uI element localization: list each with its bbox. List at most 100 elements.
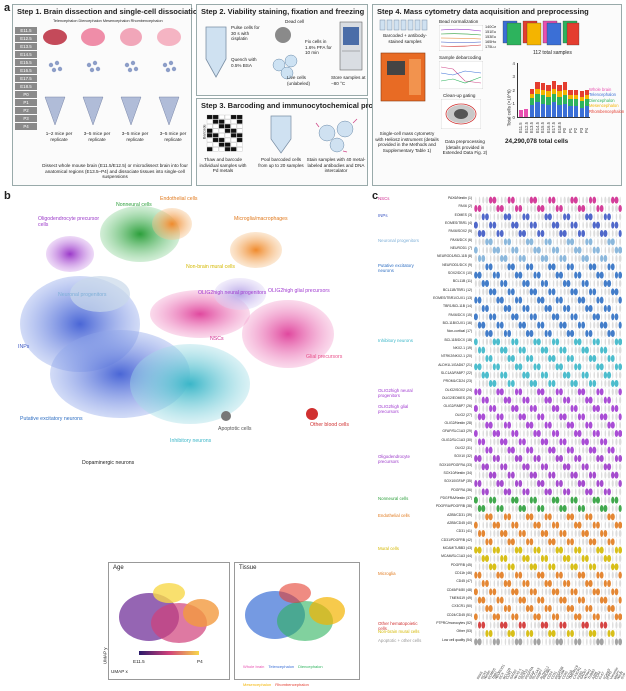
violin-mark: [619, 238, 622, 246]
violin-mark: [592, 630, 597, 637]
violin-mark: [582, 538, 585, 546]
violin-mark: [482, 196, 485, 204]
violin-mark: [545, 246, 548, 254]
violin-mark: [490, 555, 492, 562]
violin-mark: [503, 255, 508, 262]
violin-mark: [607, 246, 611, 254]
panel-c-row-label: OLIG2 (31): [455, 446, 472, 450]
violin-mark: [515, 596, 518, 604]
violin-mark: [604, 221, 607, 229]
violin-mark: [593, 280, 595, 287]
violin-mark: [537, 305, 540, 312]
violin-mark: [508, 413, 510, 421]
violin-mark: [477, 596, 482, 604]
violin-mark: [484, 555, 490, 562]
violin-mark: [556, 196, 558, 204]
panel-c-row-label: PAX6/DCX (6): [450, 237, 472, 242]
violin-mark: [563, 630, 566, 637]
violin-mark: [600, 438, 604, 446]
violin-mark: [578, 305, 581, 312]
barcode-cell: [236, 142, 243, 147]
violin-mark: [560, 496, 562, 504]
violin-mark: [597, 580, 599, 587]
violin-mark: [584, 371, 589, 379]
violin-mark: [597, 213, 599, 221]
violin-mark: [541, 263, 544, 271]
violin-mark: [603, 438, 608, 446]
violin-mark: [604, 538, 607, 546]
step1-box: Step 1. Brain dissection and single-cell…: [12, 4, 202, 186]
barcode-cell: [212, 147, 219, 152]
violin-mark: [544, 630, 548, 637]
violin-mark: [552, 596, 555, 604]
violin-mark: [518, 571, 523, 579]
violin-mark: [503, 555, 508, 562]
violin-mark: [612, 530, 614, 537]
violin-mark: [519, 246, 521, 254]
umap-cluster-label: Inhibitory neurons: [170, 438, 212, 444]
panel-c-row-label: OLIG2/SOX2 (24): [445, 387, 472, 392]
violin-mark: [493, 530, 496, 537]
violin-mark: [570, 613, 574, 621]
violin-mark: [578, 630, 581, 637]
violin-mark: [556, 538, 558, 546]
violin-mark: [612, 213, 614, 221]
barcode-grid: [206, 114, 243, 152]
bar-segment: [585, 99, 590, 107]
violin-mark: [615, 530, 618, 537]
violin-mark: [530, 205, 533, 212]
violin-mark: [549, 321, 551, 329]
violin-mark: [601, 246, 603, 254]
violin-mark: [489, 638, 492, 646]
violin-mark: [510, 355, 515, 362]
violin-mark: [515, 238, 518, 246]
violin-mark: [495, 521, 501, 529]
violin-mark: [595, 405, 601, 412]
violin-mark: [606, 371, 612, 379]
violin-mark: [482, 455, 484, 462]
violin-mark: [548, 496, 552, 504]
violin-mark: [556, 346, 559, 354]
violin-mark: [533, 571, 537, 579]
violin-mark: [481, 605, 485, 612]
violin-mark: [586, 413, 588, 421]
violin-mark: [618, 321, 622, 329]
violin-mark: [611, 496, 615, 504]
violin-mark: [579, 313, 580, 321]
cluster-apoptotic: [221, 411, 231, 421]
bar-segment: [562, 95, 568, 104]
violin-mark: [490, 280, 492, 287]
bar-segment: [557, 96, 562, 105]
violin-mark: [579, 588, 580, 596]
violin-mark: [518, 371, 522, 379]
violin-mark: [488, 288, 493, 296]
barcode-cell: [212, 137, 219, 143]
violin-mark: [514, 246, 519, 254]
violin-mark: [555, 246, 560, 254]
violin-mark: [570, 363, 574, 371]
violin-mark: [485, 405, 489, 412]
violin-mark: [493, 446, 495, 454]
violin-mark: [490, 488, 492, 496]
violin-mark: [492, 405, 497, 412]
violin-mark: [544, 305, 548, 312]
barcode-cell: [236, 137, 243, 143]
violin-mark: [585, 580, 589, 587]
violin-mark: [474, 363, 478, 371]
violin-mark: [519, 288, 521, 296]
violin-mark: [545, 221, 548, 229]
panel-c-row-label: CX3CR1 (50): [451, 604, 472, 609]
bar-segment: [585, 106, 590, 117]
violin-mark: [534, 538, 536, 546]
violin-mark: [600, 288, 603, 296]
violin-mark: [526, 355, 530, 362]
violin-mark: [563, 246, 566, 254]
violin-mark: [492, 271, 496, 279]
violin-mark: [493, 505, 496, 512]
violin-mark: [530, 438, 533, 446]
violin-mark: [552, 346, 555, 354]
violin-mark: [555, 480, 559, 487]
violin-mark: [488, 563, 493, 571]
violin-mark: [600, 380, 603, 387]
violin-mark: [592, 338, 596, 346]
